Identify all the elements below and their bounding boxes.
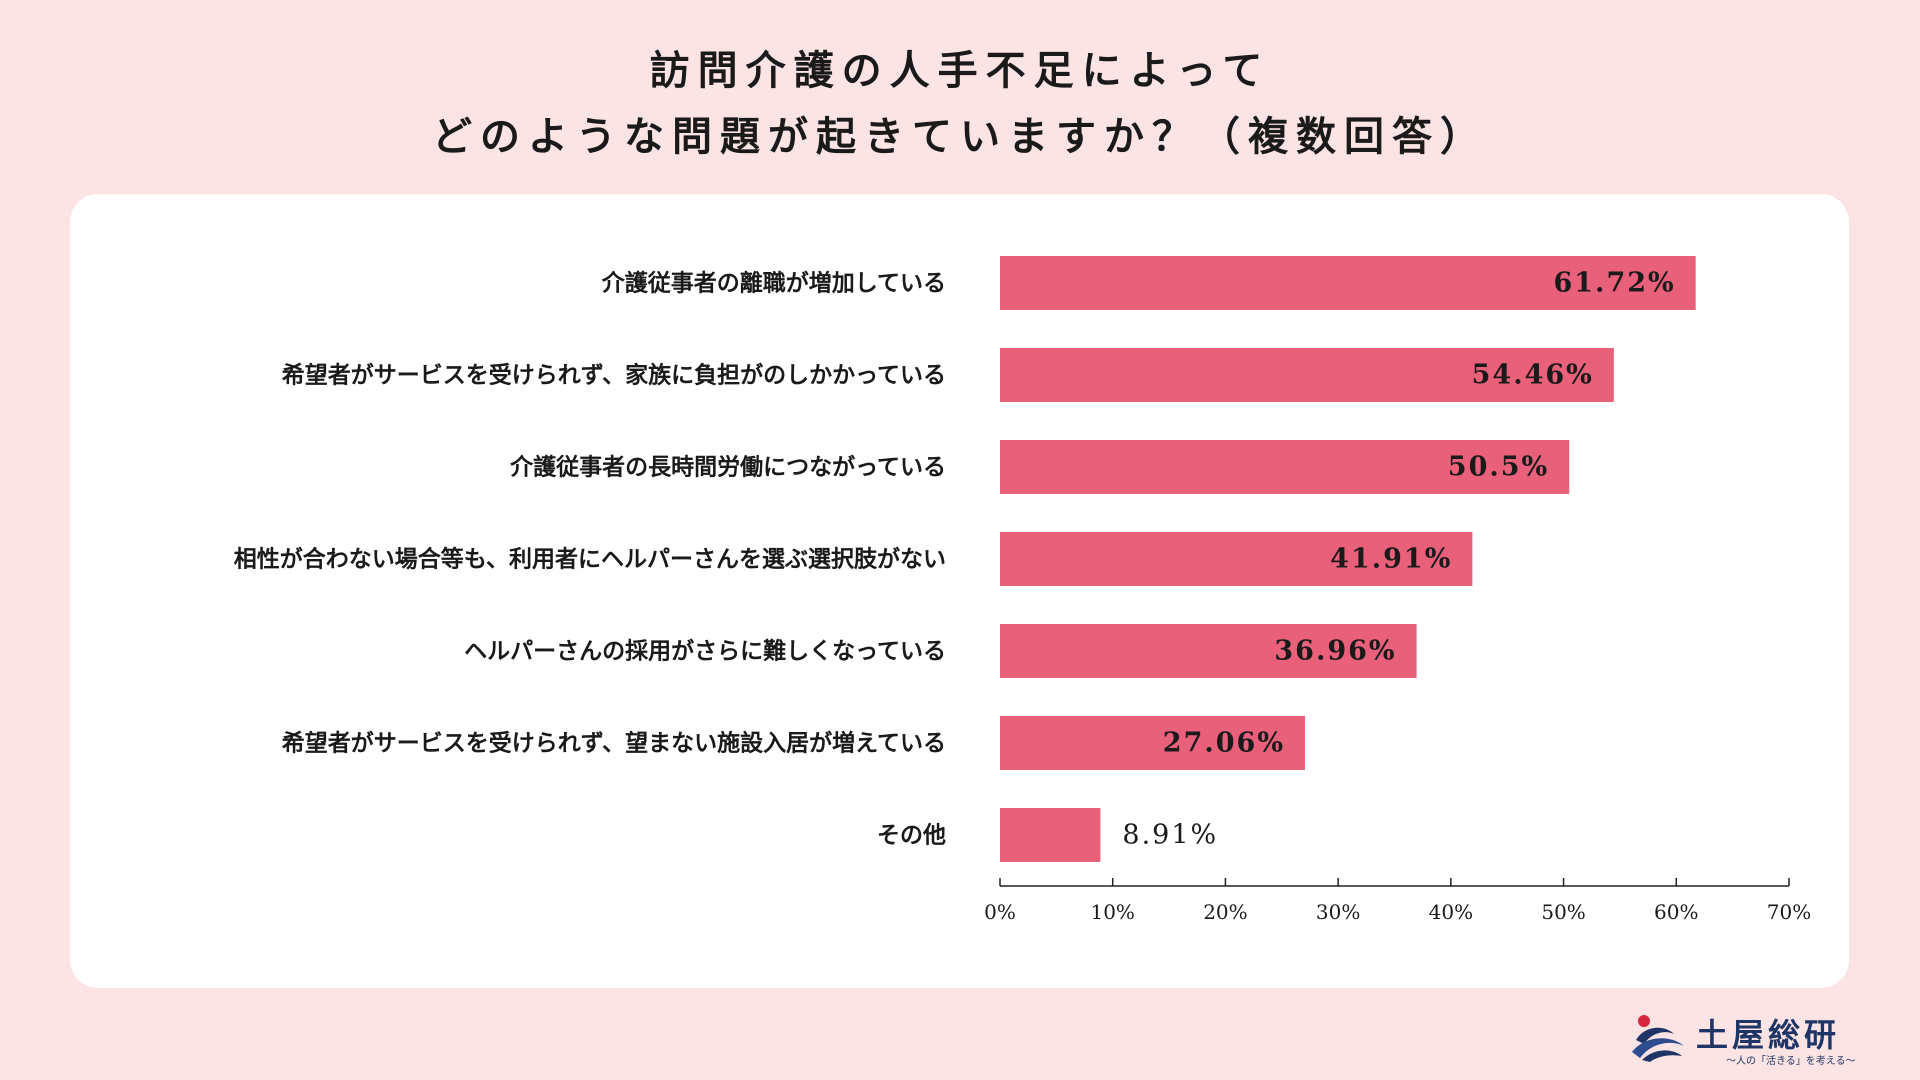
tsuchiya-wave-logo-icon [1632, 1015, 1684, 1062]
x-tick-label: 0% [984, 900, 1016, 924]
data-label: 41.91% [1330, 544, 1452, 575]
category-label: 希望者がサービスを受けられず、望まない施設入居が増えている [282, 730, 946, 757]
x-tick-label: 20% [1203, 900, 1247, 924]
x-tick-label: 10% [1090, 900, 1134, 924]
category-label: 相性が合わない場合等も、利用者にヘルパーさんを選ぶ選択肢がない [234, 546, 946, 573]
bar [1000, 256, 1696, 310]
bar [1000, 440, 1570, 494]
category-label: その他 [877, 822, 946, 849]
data-label: 61.72% [1553, 268, 1675, 299]
category-label: 介護従事者の長時間労働につながっている [509, 454, 946, 481]
chart-title: 訪問介護の人手不足によって どのような問題が起きていますか？（複数回答） [0, 38, 1920, 170]
bar [1000, 808, 1101, 862]
bar [1000, 624, 1417, 678]
bar [1000, 716, 1306, 770]
category-label: 希望者がサービスを受けられず、家族に負担がのしかかっている [282, 362, 946, 389]
bar-chart: 介護従事者の離職が増加している 61.72% 希望者がサービスを受けられず、家族に負… [234, 256, 1811, 924]
category-label: 介護従事者の離職が増加している [601, 270, 946, 297]
brand-tagline: 〜人の「活きる」を考える〜 [1726, 1056, 1856, 1067]
x-tick-label: 30% [1316, 900, 1360, 924]
bar [1000, 532, 1473, 586]
data-label: 36.96% [1274, 636, 1396, 667]
brand-name: 土屋総研 [1696, 1016, 1841, 1054]
bar [1000, 348, 1614, 402]
chart-title-line1: 訪問介護の人手不足によって [649, 47, 1271, 94]
x-tick-label: 50% [1541, 900, 1585, 924]
brand-logo: 土屋総研 〜人の「活きる」を考える〜 [1630, 1006, 1890, 1067]
chart-title-line2: どのような問題が起きていますか？（複数回答） [432, 113, 1488, 160]
x-tick-label: 70% [1767, 900, 1811, 924]
category-label: ヘルパーさんの採用がさらに難しくなっている [464, 638, 946, 665]
data-label: 50.5% [1448, 452, 1549, 483]
x-tick-label: 40% [1429, 900, 1473, 924]
data-label: 27.06% [1163, 728, 1285, 759]
data-label: 8.91% [1122, 820, 1218, 851]
data-label: 54.46% [1472, 360, 1594, 391]
chart-card: 介護従事者の離職が増加している 61.72% 希望者がサービスを受けられず、家族に負… [70, 194, 1849, 988]
x-tick-label: 60% [1654, 900, 1698, 924]
